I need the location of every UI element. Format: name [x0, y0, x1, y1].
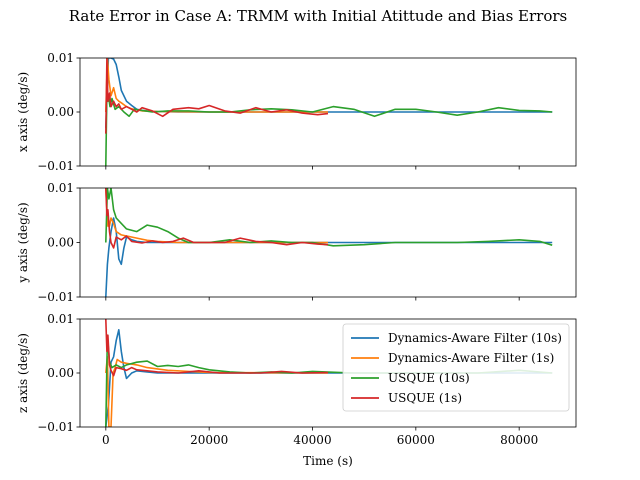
panel-3: −0.01 0.00 0.01 0 20000 40000 60000 80000 z axis…	[16, 312, 577, 447]
legend-label: Dynamics-Aware Filter (1s)	[388, 351, 554, 365]
panel-2: −0.01 0.00 0.01 y axis (deg/s)	[16, 181, 577, 304]
y-tick-label: −0.01	[37, 159, 74, 173]
y-axis-label: z axis (deg/s)	[16, 333, 30, 413]
panel-series-group	[105, 58, 553, 166]
y-tick-label: 0.00	[47, 366, 74, 380]
y-axis-label: y axis (deg/s)	[16, 202, 30, 283]
legend-box	[342, 323, 570, 412]
x-axis-label: Time (s)	[303, 454, 353, 468]
series-line-2	[105, 356, 329, 427]
x-tick-label: 40000	[293, 433, 331, 447]
y-tick-label: −0.01	[37, 290, 74, 304]
legend-label: USQUE (10s)	[388, 371, 470, 385]
panel-1: −0.01 0.00 0.01 x axis (deg/s)	[16, 51, 577, 173]
chart-title: Rate Error in Case A: TRMM with Initial …	[69, 7, 568, 25]
y-tick-label: 0.01	[47, 312, 74, 326]
legend-label: USQUE (1s)	[388, 391, 462, 405]
series-line-4	[105, 188, 329, 249]
x-tick-label: 80000	[500, 433, 538, 447]
series-line-3	[105, 89, 553, 166]
panel-series-group	[105, 188, 553, 297]
panels-group: −0.01 0.00 0.01 x axis (deg/s) −0.01 0.00 0.01…	[16, 51, 577, 447]
y-tick-label: 0.01	[47, 51, 74, 65]
x-tick-label: 20000	[190, 433, 228, 447]
series-line-4	[105, 58, 329, 134]
y-tick-label: −0.01	[37, 420, 74, 434]
series-line-4	[105, 319, 329, 377]
legend-label: Dynamics-Aware Filter (10s)	[388, 331, 562, 345]
y-tick-label: 0.00	[47, 105, 74, 119]
legend: Dynamics-Aware Filter (10s) Dynamics-Awar…	[342, 323, 570, 412]
x-tick-label: 60000	[397, 433, 435, 447]
x-tick-label: 0	[102, 433, 110, 447]
y-tick-label: 0.00	[47, 236, 74, 250]
y-axis-label: x axis (deg/s)	[16, 72, 30, 152]
series-line-1	[105, 329, 553, 427]
y-tick-label: 0.01	[47, 181, 74, 195]
